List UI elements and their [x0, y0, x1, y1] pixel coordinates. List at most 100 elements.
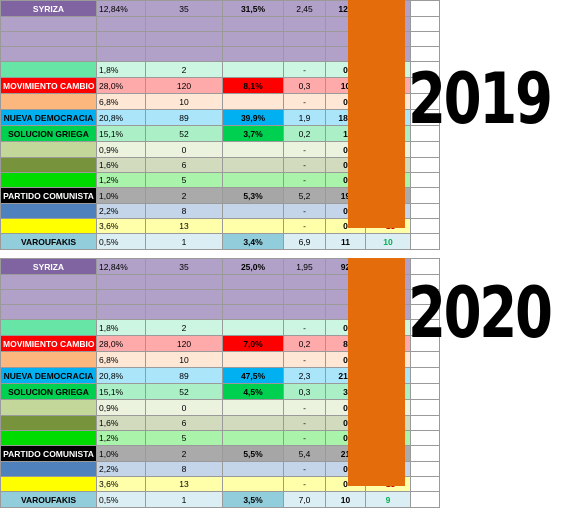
- vote-share-cell: [96, 304, 146, 320]
- ratio-cell: -: [283, 415, 326, 431]
- ratio-cell: [283, 46, 326, 62]
- ratio-cell: -: [283, 461, 326, 477]
- ratio-cell: -: [283, 157, 326, 173]
- seats-cell: 1: [145, 491, 223, 508]
- seats-cell: 52: [145, 383, 223, 400]
- ratio-cell: -: [283, 351, 326, 368]
- greek-vote-cell: [222, 172, 284, 188]
- seats-cell: 2: [145, 319, 223, 336]
- vote-share-cell: 0,9%: [96, 399, 146, 416]
- greek-vote-cell: [222, 157, 284, 173]
- vote-share-cell: [96, 274, 146, 290]
- spanish-party-label: [410, 218, 440, 234]
- party-name-cell: SOLUCION GRIEGA: [0, 383, 97, 400]
- ratio-cell: -: [283, 476, 326, 492]
- party-name-cell: [0, 16, 97, 32]
- seats-cell: 0: [145, 141, 223, 158]
- spanish-party-label-text: Cs: [420, 97, 430, 106]
- greek-vote-cell: [222, 274, 284, 290]
- vote-share-cell: 28,0%: [96, 335, 146, 352]
- table-row: VAROUFAKIS 0,5% 1 3,4% 6,9 11 10 BNG: [0, 233, 440, 250]
- vote-share-cell: 15,1%: [96, 383, 146, 400]
- ratio-cell: -: [283, 141, 326, 158]
- greek-vote-cell: 7,0%: [222, 335, 284, 352]
- seats-cell: 10: [145, 93, 223, 110]
- greek-vote-cell: [222, 203, 284, 219]
- seats-cell: 8: [145, 461, 223, 477]
- spanish-party-label: BNG: [410, 233, 440, 250]
- greek-vote-cell: [222, 415, 284, 431]
- spanish-party-label-text: Cs: [420, 355, 430, 364]
- seats-cell: 0: [145, 399, 223, 416]
- spanish-party-label-text: MÁS PAIS: [412, 323, 439, 332]
- ratio-cell: [283, 304, 326, 320]
- vote-share-cell: 1,2%: [96, 430, 146, 446]
- party-name-cell: [0, 31, 97, 47]
- ratio-cell: -: [283, 203, 326, 219]
- spanish-party-label-text: UP: [419, 262, 431, 271]
- seats-cell: [145, 289, 223, 305]
- vote-share-cell: 12,84%: [96, 0, 146, 17]
- greek-vote-cell: [222, 218, 284, 234]
- vote-share-cell: 1,6%: [96, 157, 146, 173]
- vote-share-cell: 3,6%: [96, 218, 146, 234]
- party-name-cell: [0, 172, 97, 188]
- spanish-party-label-text: VOX: [417, 129, 433, 138]
- party-name-cell: MOVIMIENTO CAMBIO (PASOK): [0, 77, 97, 94]
- greek-vote-cell: 3,5%: [222, 491, 284, 508]
- greek-vote-cell: [222, 399, 284, 416]
- spanish-party-bar-2020: [348, 258, 405, 486]
- vote-share-cell: [96, 289, 146, 305]
- seats-cell: 2: [145, 61, 223, 78]
- party-name-cell: [0, 461, 97, 477]
- spanish-party-label-text: PP: [419, 371, 430, 380]
- greek-vote-cell: 8,1%: [222, 77, 284, 94]
- vote-share-cell: 0,5%: [96, 491, 146, 508]
- ratio-cell: 7,0: [283, 491, 326, 508]
- spanish-party-label-text: PACMA: [411, 145, 439, 154]
- spanish-party-label: [410, 476, 440, 492]
- vote-share-cell: 0,9%: [96, 141, 146, 158]
- seats-cell: 8: [145, 203, 223, 219]
- spanish-party-label-text: CUP: [417, 191, 433, 200]
- ratio-cell: 2,3: [283, 367, 326, 384]
- greek-vote-cell: [222, 289, 284, 305]
- spanish-party-label: CUP: [410, 187, 440, 204]
- party-name-cell: [0, 415, 97, 431]
- year-heading-2020: 2020: [408, 272, 553, 354]
- greek-vote-cell: 4,5%: [222, 383, 284, 400]
- party-name-cell: [0, 399, 97, 416]
- spanish-party-label-text: BNG: [416, 495, 434, 504]
- seats-cell: [145, 304, 223, 320]
- greek-vote-cell: 5,3%: [222, 187, 284, 204]
- ratio-cell: -: [283, 319, 326, 336]
- spanish-party-label-text: PSOE: [414, 81, 436, 90]
- spanish-party-label: [410, 430, 440, 446]
- spanish-party-label: [410, 461, 440, 477]
- seats-cell: 89: [145, 367, 223, 384]
- party-name-cell: SOLUCION GRIEGA: [0, 125, 97, 142]
- ratio-cell: -: [283, 218, 326, 234]
- vote-share-cell: 28,0%: [96, 77, 146, 94]
- greek-vote-cell: 25,0%: [222, 258, 284, 275]
- spanish-party-label-text: PACMA: [411, 403, 439, 412]
- party-name-cell: [0, 46, 97, 62]
- ratio-cell: 6,9: [283, 233, 326, 250]
- greek-vote-cell: 5,5%: [222, 445, 284, 462]
- seats-cell: 89: [145, 109, 223, 126]
- year-heading-2019: 2019: [408, 58, 553, 140]
- party-name-cell: [0, 61, 97, 78]
- seats-cell: 120: [145, 335, 223, 352]
- party-name-cell: [0, 430, 97, 446]
- greek-vote-cell: [222, 430, 284, 446]
- party-name-cell: [0, 476, 97, 492]
- greek-vote-cell: 3,4%: [222, 233, 284, 250]
- spanish-party-label: [410, 31, 440, 47]
- vote-share-cell: [96, 16, 146, 32]
- seats-cell: 13: [145, 218, 223, 234]
- party-name-cell: VAROUFAKIS: [0, 233, 97, 250]
- table-row: 2,2%8-0- 8: [0, 203, 440, 219]
- table-row: VAROUFAKIS 0,5% 1 3,5% 7,0 10 9 BNG: [0, 491, 440, 508]
